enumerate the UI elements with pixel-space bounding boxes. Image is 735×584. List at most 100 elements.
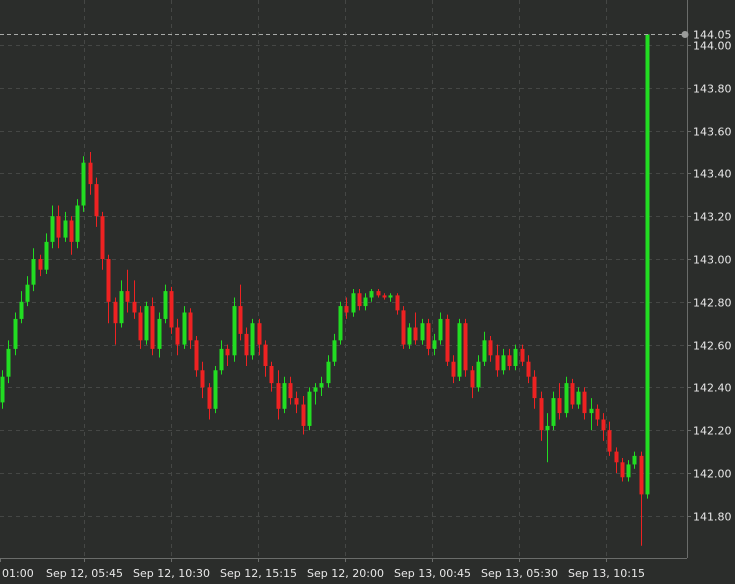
candle-body <box>213 370 218 409</box>
candle <box>225 344 230 366</box>
y-tick-label: 143.80 <box>693 83 732 96</box>
candle-body <box>157 318 162 349</box>
candle-body <box>250 323 255 356</box>
candle <box>6 340 11 384</box>
candle-body <box>645 34 650 495</box>
candle-body <box>75 205 80 242</box>
candle <box>344 297 349 319</box>
candle <box>570 378 575 409</box>
candle <box>513 344 518 371</box>
candle-body <box>401 310 406 345</box>
candle-body <box>551 398 556 426</box>
candle-body <box>301 404 306 426</box>
candle-body <box>100 216 105 259</box>
candle-body <box>56 216 61 238</box>
candle <box>601 413 606 441</box>
candle-body <box>150 306 155 349</box>
candle-body <box>457 323 462 377</box>
candle <box>582 387 587 420</box>
candle <box>426 318 431 356</box>
candle-body <box>106 259 111 302</box>
candle-body <box>520 348 525 362</box>
candle-body <box>639 455 644 495</box>
candle-body <box>200 370 205 388</box>
candle-body <box>257 323 262 345</box>
candle <box>113 297 118 345</box>
candle-body <box>632 455 637 465</box>
candle-body <box>376 291 381 296</box>
candle-body <box>539 398 544 431</box>
candle <box>626 460 631 482</box>
candle-body <box>163 291 168 319</box>
candle-body <box>169 291 174 328</box>
candle <box>363 293 368 311</box>
candle <box>313 383 318 405</box>
candle <box>63 211 68 242</box>
candle <box>207 383 212 420</box>
candle <box>13 312 18 356</box>
candle-body <box>338 306 343 341</box>
candle <box>144 301 149 345</box>
x-axis: 01:00 Sep 12, 05:45 Sep 12, 10:30 Sep 12, 1… <box>0 558 645 580</box>
candle-body <box>626 464 631 478</box>
candle-body <box>532 376 537 399</box>
y-tick-label: 141.80 <box>693 511 732 524</box>
candle-body <box>238 306 243 334</box>
x-tick-label: Sep 12, 10:30 <box>133 567 210 580</box>
candle-body <box>232 306 237 356</box>
candle-body <box>488 340 493 356</box>
candle-body <box>595 408 600 420</box>
candle-body <box>94 184 99 217</box>
candle <box>326 355 331 388</box>
candle <box>482 331 487 366</box>
candle <box>75 199 80 249</box>
candle <box>407 323 412 349</box>
candle <box>438 312 443 345</box>
candle-body <box>388 295 393 298</box>
candle <box>470 366 475 399</box>
candle <box>576 387 581 409</box>
candle <box>432 333 437 356</box>
candle <box>38 254 43 277</box>
candle <box>69 216 74 255</box>
candle-body <box>589 408 594 414</box>
candle <box>88 152 93 195</box>
x-tick-label: Sep 12, 20:00 <box>307 567 384 580</box>
candle <box>495 344 500 377</box>
candle-body <box>351 293 356 313</box>
candle-body <box>426 323 431 349</box>
candle <box>557 383 562 420</box>
candle <box>163 284 168 324</box>
candle <box>526 355 531 384</box>
candle <box>338 301 343 345</box>
candle <box>401 306 406 349</box>
x-tick-label: 01:00 <box>2 567 34 580</box>
candle-body <box>463 323 468 371</box>
candle-body <box>495 355 500 371</box>
y-tick-label: 144.00 <box>693 40 732 53</box>
candle-body <box>44 241 49 270</box>
candle <box>194 336 199 377</box>
candle-body <box>288 383 293 399</box>
x-tick-label: Sep 13, 05:30 <box>481 567 558 580</box>
candle <box>532 370 537 409</box>
candle-body <box>438 318 443 341</box>
candle-body <box>545 425 550 431</box>
candles <box>0 34 650 546</box>
candle <box>451 355 456 384</box>
candle <box>607 421 612 456</box>
candle <box>169 286 174 334</box>
candle-body <box>125 291 130 302</box>
candle-body <box>382 295 387 298</box>
candle <box>589 398 594 431</box>
candle <box>639 451 644 546</box>
candle-body <box>244 333 249 356</box>
candle <box>632 451 637 469</box>
y-tick-label: 142.20 <box>693 425 732 438</box>
candle-body <box>31 259 36 285</box>
candle <box>200 361 205 399</box>
candle-body <box>570 383 575 405</box>
candle <box>395 293 400 315</box>
candle <box>138 306 143 349</box>
